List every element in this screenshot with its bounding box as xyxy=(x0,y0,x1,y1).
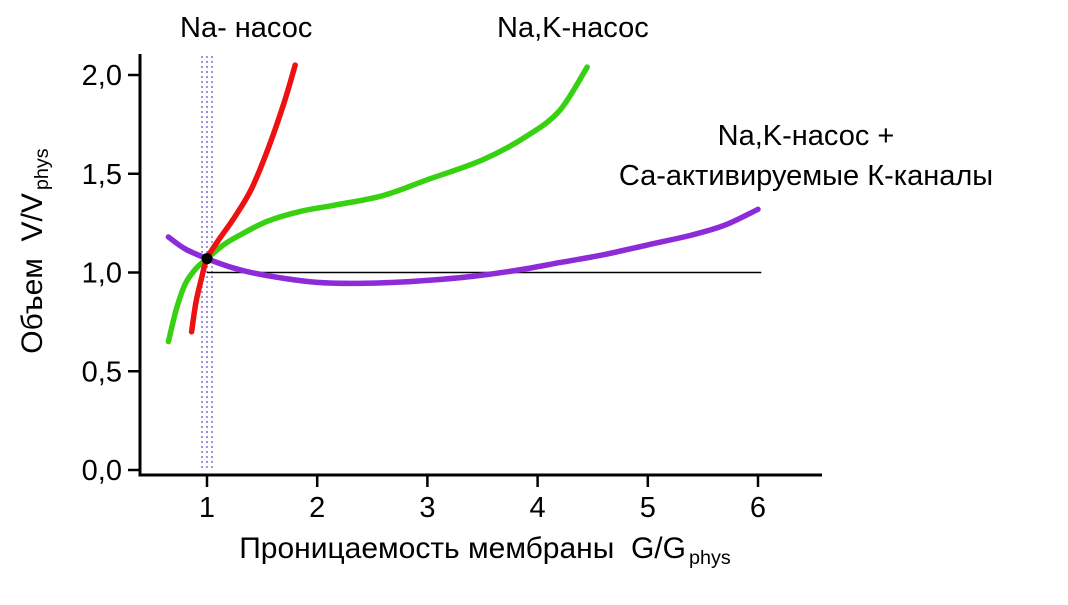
y-tick-label: 1,0 xyxy=(82,258,122,290)
y-axis-title: Объем V/Vphys xyxy=(16,101,58,401)
x-tick-label: 2 xyxy=(309,492,325,524)
y-tick-label: 2,0 xyxy=(82,60,122,92)
y-axis-title-subscript: phys xyxy=(30,148,53,191)
x-tick-label: 4 xyxy=(530,492,546,524)
curve-label-purple-line1: Na,K-насос + xyxy=(717,120,895,152)
x-tick-label: 5 xyxy=(640,492,656,524)
series-curve-0 xyxy=(188,62,298,335)
y-tick-label: 0,5 xyxy=(82,356,122,388)
y-tick-label: 1,5 xyxy=(82,159,122,191)
series-curve-2 xyxy=(165,206,761,287)
curve-label-purple-line2: Са-активируемые К-каналы xyxy=(618,160,994,192)
curve-label-nak-pump-ca-channels: Na,K-насос + Са-активируемые К-каналы xyxy=(608,116,1004,196)
x-tick-label: 3 xyxy=(419,492,435,524)
series-curve-1 xyxy=(165,64,590,345)
intersection-point xyxy=(201,253,213,265)
x-tick-label: 1 xyxy=(199,492,215,524)
curve-label-na-pump: Na- насос xyxy=(180,12,313,44)
curve-label-nak-pump: Na,K-насос xyxy=(497,12,649,44)
x-axis-title-text: Проницаемость мембраны G/G xyxy=(239,532,686,565)
x-tick-label: 6 xyxy=(750,492,766,524)
y-axis-title-text: Объем V/V xyxy=(16,193,49,354)
x-axis-title-subscript: phys xyxy=(688,546,731,569)
x-axis-title: Проницаемость мембраны G/G phys xyxy=(140,532,830,570)
y-tick-label: 0,0 xyxy=(82,455,122,487)
